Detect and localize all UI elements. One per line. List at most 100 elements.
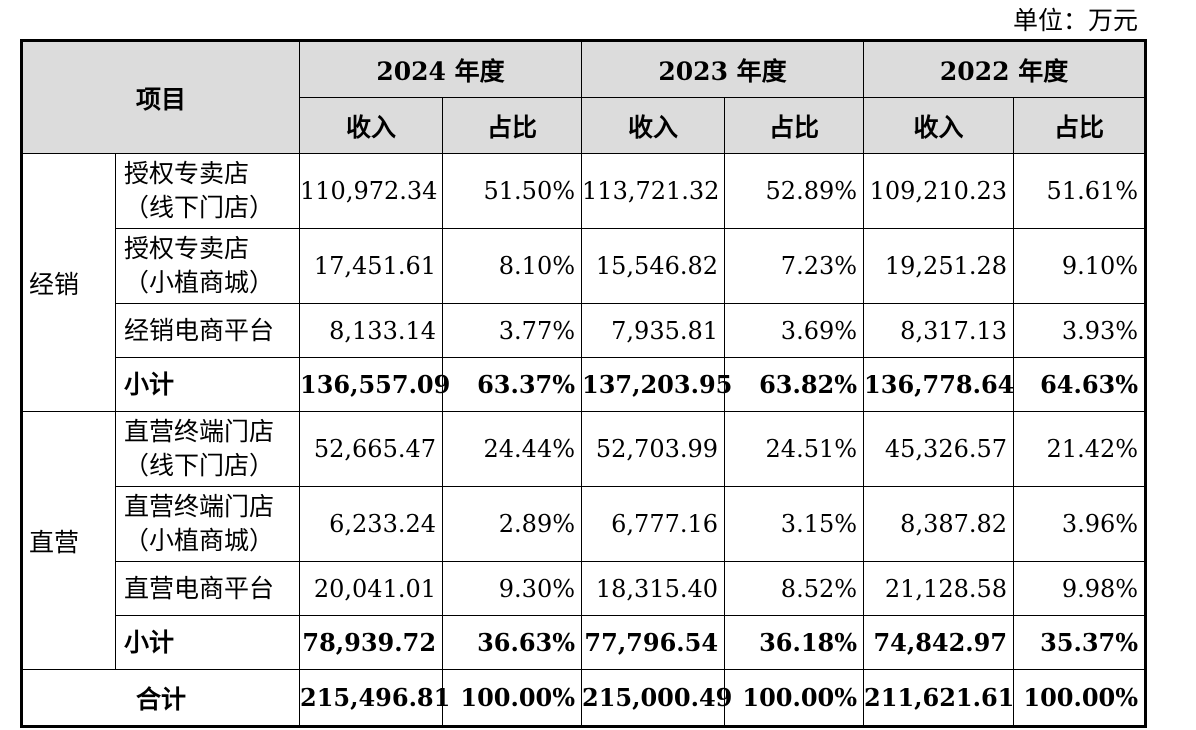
item-label: 授权专卖店 （小植商城） <box>114 228 301 304</box>
item-label-line1: 小计 <box>124 627 175 657</box>
table-cell: 18,315.40 <box>581 561 726 616</box>
item-label-line1: 直营终端门店 <box>124 492 275 521</box>
table-row: 经销电商平台 8,133.14 3.77% 7,935.81 3.69% 8,317.13… <box>22 303 1147 358</box>
table-cell: 24.51% <box>724 411 865 487</box>
table-cell: 36.63% <box>442 615 583 670</box>
table-cell: 100.00% <box>724 669 865 727</box>
item-label: 小计 <box>114 357 301 412</box>
item-label-line1: 经销电商平台 <box>124 315 275 345</box>
table-cell: 19,251.28 <box>863 228 1015 304</box>
total-label: 合计 <box>20 669 301 727</box>
subtotal-row: 小计 136,557.09 63.37% 137,203.95 63.82% 136,77… <box>22 357 1147 412</box>
item-label-line1: 授权专卖店 <box>124 159 250 188</box>
header-share: 占比 <box>724 97 865 154</box>
table-cell: 74,842.97 <box>863 615 1015 670</box>
table-cell: 8,387.82 <box>863 486 1015 562</box>
item-label: 直营终端门店 （线下门店） <box>114 411 301 487</box>
header-year-2023: 2023 年度 <box>581 40 865 98</box>
category-label: 经销 <box>21 153 116 412</box>
table-cell: 8.10% <box>442 228 583 304</box>
table-cell: 52,665.47 <box>299 411 444 487</box>
table-cell: 3.77% <box>442 303 583 358</box>
item-label: 直营电商平台 <box>114 561 301 616</box>
table-cell: 51.61% <box>1013 153 1147 229</box>
item-label: 直营终端门店 （小植商城） <box>114 486 301 562</box>
table-row: 授权专卖店 （小植商城） 17,451.61 8.10% 15,546.82 7.23% 1… <box>22 228 1147 304</box>
table-cell: 64.63% <box>1013 357 1147 412</box>
table-cell: 3.15% <box>724 486 865 562</box>
table-row: 直营终端门店 （小植商城） 6,233.24 2.89% 6,777.16 3.15% 8,… <box>22 486 1147 562</box>
total-row: 合计 215,496.81 100.00% 215,000.49 100.00% 211,… <box>20 669 1147 727</box>
item-label: 经销电商平台 <box>114 303 301 358</box>
header-revenue: 收入 <box>581 97 726 154</box>
item-label: 授权专卖店 （线下门店） <box>114 153 301 229</box>
table-cell: 52.89% <box>724 153 865 229</box>
table-cell: 3.69% <box>724 303 865 358</box>
table-cell: 7,935.81 <box>581 303 726 358</box>
table-cell: 9.10% <box>1013 228 1147 304</box>
table-cell: 3.93% <box>1013 303 1147 358</box>
item-label-line1: 小计 <box>124 369 175 399</box>
unit-label: 单位：万元 <box>1012 6 1138 35</box>
header-share: 占比 <box>1013 97 1147 154</box>
table-cell: 137,203.95 <box>581 357 732 412</box>
header-row-years: 项目 2024 年度 2023 年度 2022 年度 <box>20 40 1147 154</box>
table-cell: 24.44% <box>442 411 583 487</box>
table-row: 经销 授权专卖店 （线下门店） 110,972.34 51.50% 113,721.32 5… <box>21 153 1147 412</box>
table-row: 直营 直营终端门店 （线下门店） 52,665.47 24.44% 52,703.99 24… <box>21 411 1147 670</box>
table-cell: 211,621.61 <box>863 669 1014 727</box>
table-cell: 7.23% <box>724 228 865 304</box>
header-revenue: 收入 <box>299 97 444 154</box>
table-cell: 113,721.32 <box>581 153 726 229</box>
table-cell: 215,496.81 <box>299 669 450 727</box>
header-year-2024: 2024 年度 <box>299 40 583 98</box>
table-cell: 63.82% <box>724 357 865 412</box>
item-label-line2: （线下门店） <box>124 451 275 480</box>
table-cell: 2.89% <box>442 486 583 562</box>
table-cell: 136,557.09 <box>299 357 450 412</box>
table-cell: 100.00% <box>1013 669 1147 727</box>
table-cell: 15,546.82 <box>581 228 726 304</box>
table-cell: 36.18% <box>724 615 865 670</box>
table-cell: 9.30% <box>442 561 583 616</box>
table-cell: 110,972.34 <box>299 153 444 229</box>
header-share: 占比 <box>442 97 583 154</box>
table-cell: 21,128.58 <box>863 561 1015 616</box>
table-cell: 136,778.64 <box>863 357 1014 412</box>
table-cell: 215,000.49 <box>581 669 732 727</box>
table-cell: 109,210.23 <box>863 153 1015 229</box>
table-cell: 35.37% <box>1013 615 1147 670</box>
header-revenue: 收入 <box>863 97 1015 154</box>
table-cell: 78,939.72 <box>299 615 444 670</box>
table-row: 直营电商平台 20,041.01 9.30% 18,315.40 8.52% 21,128… <box>22 561 1147 616</box>
header-year-2022: 2022 年度 <box>863 40 1147 98</box>
category-label: 直营 <box>21 411 116 670</box>
table-cell: 77,796.54 <box>581 615 726 670</box>
header-row-metrics: 收入 占比 收入 占比 收入 占比 <box>22 97 1147 154</box>
table-cell: 6,233.24 <box>299 486 444 562</box>
item-label-line2: （小植商城） <box>124 526 275 555</box>
table-cell: 3.96% <box>1013 486 1147 562</box>
table-cell: 100.00% <box>442 669 583 727</box>
item-label-line1: 授权专卖店 <box>124 234 250 263</box>
revenue-table: 项目 2024 年度 2023 年度 2022 年度 收入 占比 收入 占比 收… <box>20 39 1148 728</box>
item-label-line2: （小植商城） <box>124 268 275 297</box>
header-item: 项目 <box>20 40 301 154</box>
table-cell: 20,041.01 <box>299 561 444 616</box>
item-label: 小计 <box>114 615 301 670</box>
table-cell: 9.98% <box>1013 561 1147 616</box>
item-label-line2: （线下门店） <box>124 193 275 222</box>
table-cell: 8.52% <box>724 561 865 616</box>
item-label-line1: 直营电商平台 <box>124 573 275 603</box>
table-cell: 45,326.57 <box>863 411 1015 487</box>
item-label-line1: 直营终端门店 <box>124 417 275 446</box>
table-cell: 17,451.61 <box>299 228 444 304</box>
table-cell: 8,133.14 <box>299 303 444 358</box>
table-cell: 6,777.16 <box>581 486 726 562</box>
table-cell: 51.50% <box>442 153 583 229</box>
table-cell: 63.37% <box>442 357 583 412</box>
subtotal-row: 小计 78,939.72 36.63% 77,796.54 36.18% 74,842.9… <box>22 615 1147 670</box>
table-body: 经销 授权专卖店 （线下门店） 110,972.34 51.50% 113,721.32 5… <box>20 153 1147 727</box>
table-cell: 8,317.13 <box>863 303 1015 358</box>
table-cell: 21.42% <box>1013 411 1147 487</box>
